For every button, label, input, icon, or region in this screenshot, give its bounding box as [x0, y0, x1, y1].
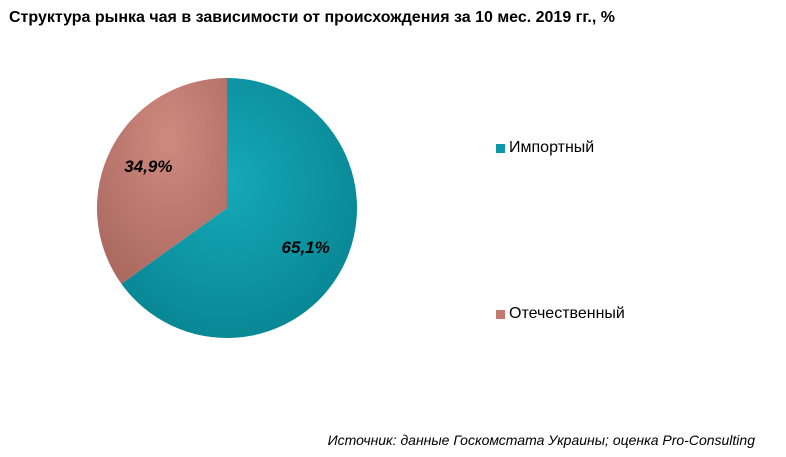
data-label-import: 65,1% [282, 238, 330, 257]
data-label-domestic: 34,9% [124, 157, 172, 176]
legend-label-import: Импортный [509, 139, 595, 156]
legend-swatch-import [496, 143, 505, 153]
chart-title: Структура рынка чая в зависимости от про… [9, 9, 615, 26]
legend-label-domestic: Отечественный [509, 305, 625, 322]
pie-slice-import [121, 78, 357, 339]
legend-item-import: Импортный [496, 139, 594, 157]
legend-swatch-domestic [496, 309, 505, 319]
pie-slice-domestic [97, 78, 228, 284]
source-note: Источник: данные Госкомстата Украины; оц… [327, 432, 755, 448]
legend-item-domestic: Отечественный [496, 305, 625, 323]
